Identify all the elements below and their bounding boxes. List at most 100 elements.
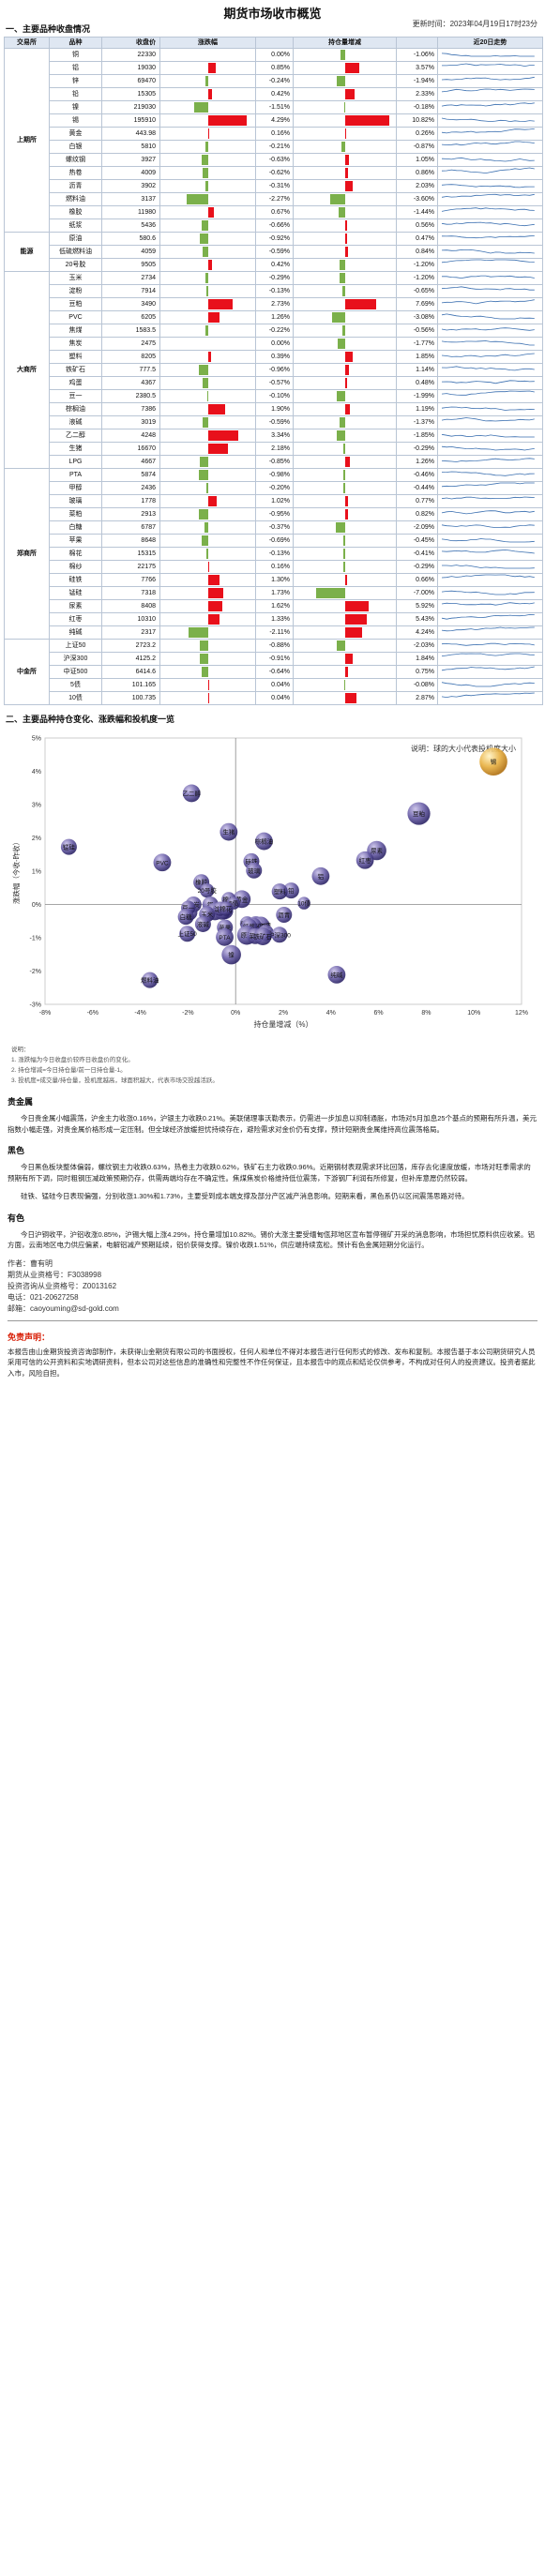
close-price: 4009 — [101, 166, 160, 180]
commodity-name: 热卷 — [49, 166, 102, 180]
oi-bar — [344, 233, 347, 244]
oi-bar — [344, 63, 360, 73]
trend-sparkline — [441, 313, 535, 320]
close-price: 580.6 — [101, 232, 160, 246]
change-pct: -0.29% — [255, 271, 294, 285]
trend-sparkline — [441, 613, 535, 620]
scatter-point — [479, 747, 507, 776]
oi-bar — [344, 654, 353, 664]
change-bar-cell — [159, 166, 256, 180]
close-price: 3490 — [101, 297, 160, 311]
header-change-pct — [255, 37, 294, 49]
close-price: 5436 — [101, 218, 160, 233]
commodity-name: 棕榈油 — [49, 402, 102, 416]
oi-bar-cell — [293, 415, 397, 429]
oi-bar-cell — [293, 402, 397, 416]
oi-bar-box — [295, 312, 394, 323]
commodity-name: 棉纱 — [49, 560, 102, 574]
close-price: 219030 — [101, 100, 160, 114]
table-row: 豆粕 3490 2.73% 7.69% — [5, 297, 543, 311]
change-pct: 0.16% — [255, 560, 294, 574]
oi-bar — [344, 509, 349, 520]
close-price: 6205 — [101, 310, 160, 324]
close-price: 16670 — [101, 442, 160, 456]
change-bar-box — [162, 640, 253, 651]
oi-bar — [344, 220, 347, 231]
oi-bar-box — [295, 444, 394, 454]
oi-bar-box — [295, 575, 394, 585]
change-pct: -0.62% — [255, 166, 294, 180]
oi-bar-box — [295, 470, 394, 480]
scatter-point — [200, 882, 215, 898]
oi-bar — [342, 535, 345, 546]
oi-bar-cell — [293, 127, 397, 141]
exchange-cell: 郑商所 — [4, 468, 50, 640]
oi-pct: -1.94% — [396, 74, 438, 88]
commodity-name: 纸浆 — [49, 218, 102, 233]
email-link[interactable]: caoyouming@sd-gold.com — [30, 1303, 119, 1313]
oi-bar-cell — [293, 205, 397, 219]
commodity-name: 燃料油 — [49, 192, 102, 206]
change-bar-cell — [159, 415, 256, 429]
sparkline-path — [441, 117, 535, 123]
sparkline-path — [441, 286, 535, 291]
trend-sparkline-cell — [437, 507, 543, 521]
table-row: 焦炭 2475 0.00% -1.77% — [5, 337, 543, 351]
oi-bar-cell — [293, 468, 397, 482]
close-price: 777.5 — [101, 363, 160, 377]
change-pct: -0.24% — [255, 74, 294, 88]
oi-pct: 0.48% — [396, 376, 438, 390]
change-pct: -0.96% — [255, 363, 294, 377]
oi-bar-cell — [293, 612, 397, 626]
change-bar — [205, 325, 208, 336]
change-pct: -0.63% — [255, 153, 294, 167]
sparkline-path — [441, 613, 535, 620]
oi-bar-box — [295, 614, 394, 625]
trend-sparkline-cell — [437, 140, 543, 154]
scatter-point-label: 玉米 — [201, 910, 214, 918]
table-row: 苹果 8648 -0.69% -0.45% — [5, 534, 543, 548]
oi-bar — [344, 693, 357, 703]
commodity-name: 原油 — [49, 232, 102, 246]
commodity-name: 铜 — [49, 48, 102, 62]
x-tick-label: 10% — [467, 1010, 480, 1017]
trend-sparkline-cell — [437, 481, 543, 495]
change-bar-cell — [159, 140, 256, 154]
trend-sparkline — [441, 417, 535, 422]
commodity-name: 液碱 — [49, 415, 102, 429]
oi-bar — [344, 601, 370, 611]
close-price: 22175 — [101, 560, 160, 574]
table-row: 淀粉 7914 -0.13% -0.65% — [5, 284, 543, 298]
scatter-point — [253, 927, 272, 945]
oi-bar-cell — [293, 258, 397, 272]
oi-bar — [341, 142, 345, 152]
sparkline-path — [441, 510, 535, 515]
change-bar-box — [162, 128, 253, 139]
change-bar-box — [162, 299, 253, 309]
change-bar-cell — [159, 350, 256, 364]
x-tick-label: -4% — [134, 1010, 145, 1017]
change-bar-box — [162, 102, 253, 113]
oi-bar-cell — [293, 61, 397, 75]
oi-bar-cell — [293, 48, 397, 62]
change-bar-cell — [159, 442, 256, 456]
commodity-name: 塑料 — [49, 350, 102, 364]
change-bar — [199, 640, 208, 651]
close-price: 443.98 — [101, 127, 160, 141]
quote-table-body: 上期所铜 22330 0.00% -1.06% 铝 19030 0.85% 3.57% 锌 694… — [4, 48, 543, 705]
table-row: 白糖 6787 -0.37% -2.09% — [5, 520, 543, 535]
change-bar-cell — [159, 678, 256, 692]
change-pct: -2.11% — [255, 625, 294, 640]
close-price: 8648 — [101, 534, 160, 548]
sparkline-path — [441, 235, 535, 239]
trend-sparkline — [441, 286, 535, 291]
oi-bar-box — [295, 417, 394, 428]
commodity-name: 尿素 — [49, 599, 102, 613]
trend-sparkline — [441, 259, 535, 264]
change-bar-cell — [159, 494, 256, 508]
change-bar-box — [162, 220, 253, 231]
oi-bar-cell — [293, 625, 397, 640]
trend-sparkline-cell — [437, 415, 543, 429]
section-black-body: 今日黑色板块整体偏弱，螺纹钢主力收跌0.63%，热卷主力收跌0.62%，铁矿石主… — [8, 1162, 537, 1202]
oi-pct: -0.08% — [396, 678, 438, 692]
